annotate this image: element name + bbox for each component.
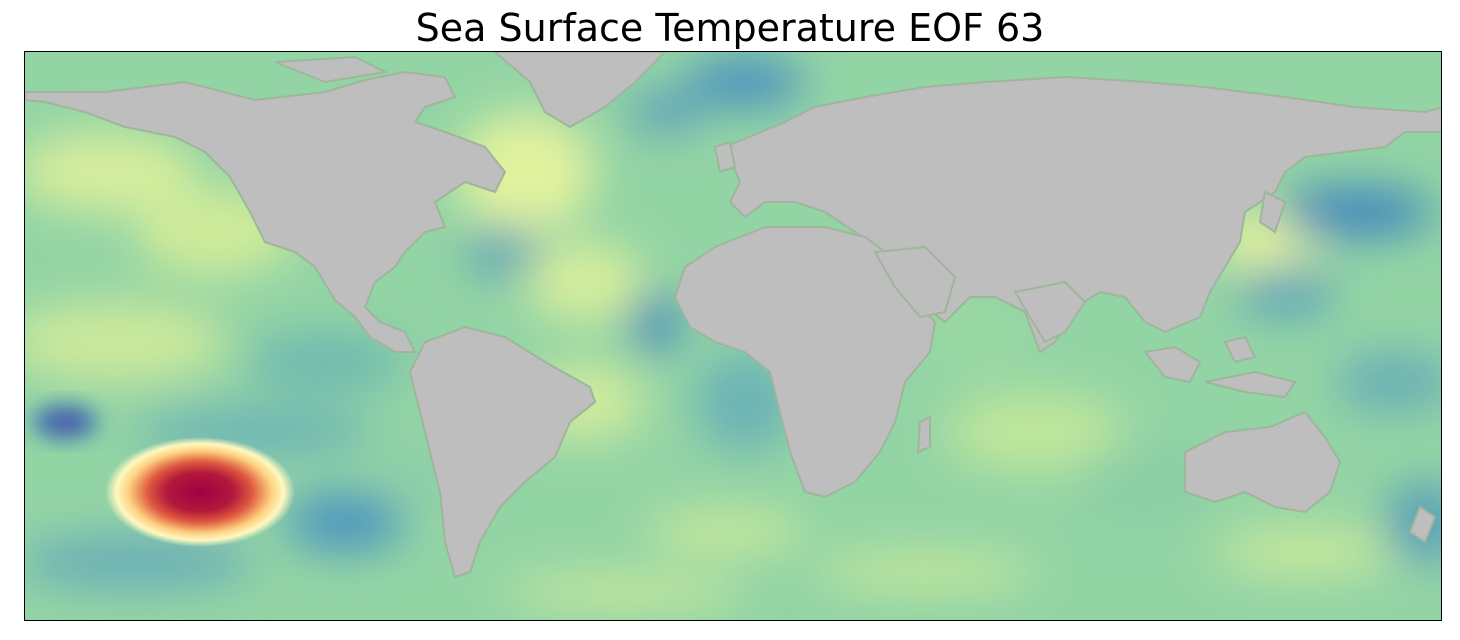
land-greenland [493, 52, 667, 129]
land-south-america [408, 325, 597, 579]
land-australia [1184, 410, 1342, 514]
land-masses [25, 52, 1441, 579]
land-north-america [25, 70, 507, 353]
warm-anomaly-hotspot [105, 437, 295, 547]
land-madagascar [916, 415, 931, 454]
land-arabia [873, 245, 957, 319]
land-new-zealand [1408, 505, 1437, 544]
land-india [1013, 280, 1087, 344]
land-arctic-islands [274, 55, 389, 84]
land-maritime-se-asia [1143, 335, 1297, 399]
sst-eof-map [25, 52, 1441, 620]
map-title: Sea Surface Temperature EOF 63 [415, 6, 1045, 50]
map-panel [24, 51, 1442, 621]
land-british-isles [713, 140, 737, 174]
land-africa [673, 226, 937, 499]
land-japan [1258, 190, 1287, 234]
